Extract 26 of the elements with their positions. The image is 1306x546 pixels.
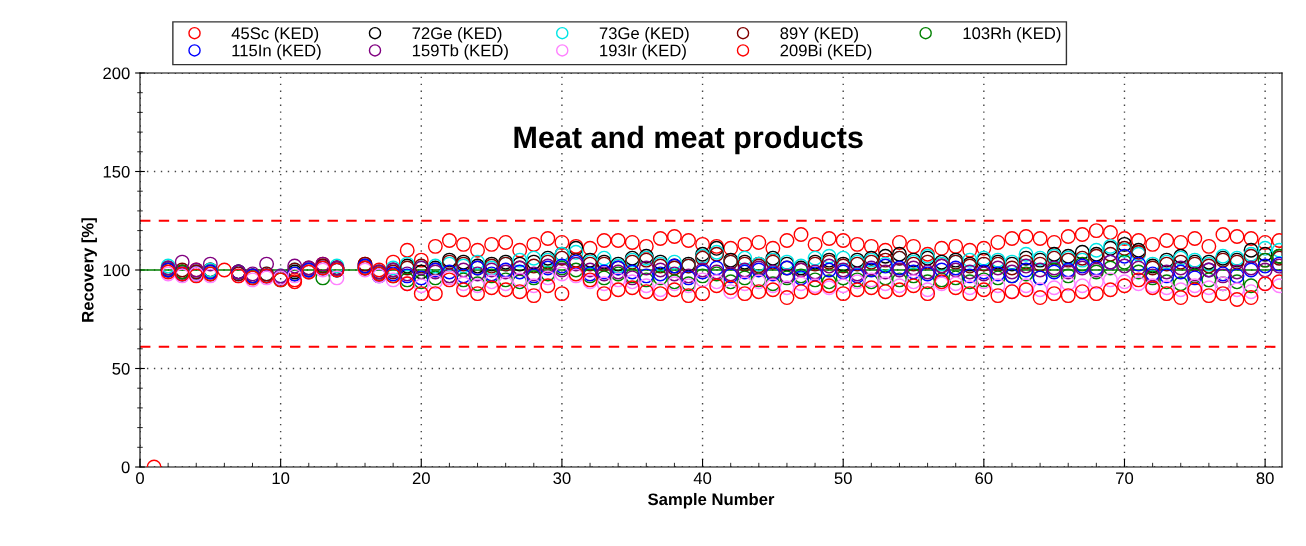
x-tick-label: 10 [272,472,290,485]
x-tick-label: 40 [693,472,712,485]
legend-label: 159Tb (KED) [412,44,508,60]
legend-label: 103Rh (KED) [963,26,1061,43]
legend-label: 45Sc (KED) [231,26,319,43]
legend-label: 89Y (KED) [780,26,859,43]
x-tick-label: 70 [1116,472,1134,485]
x-tick-label: 0 [136,472,144,485]
legend-label: 193Ir (KED) [600,44,686,60]
legend-label: 209Bi (KED) [780,44,872,60]
y-tick-label: 50 [112,362,130,375]
text: Meat and meat products [514,125,863,155]
y-axis-title: Recovery [%] [81,218,97,322]
legend-label: 72Ge (KED) [412,26,502,43]
legend-label: 73Ge (KED) [599,26,689,43]
x-tick-label: 20 [412,472,430,485]
y-tick-label: 100 [103,264,130,277]
x-tick-label: 30 [553,472,571,485]
y-tick-label: 200 [103,67,130,80]
legend-label: 115In (KED) [232,44,321,60]
y-tick-label: 0 [121,461,130,474]
x-tick-label: 80 [1256,472,1274,485]
x-tick-label: 50 [834,472,852,485]
x-axis-title: Sample Number [648,492,775,509]
x-tick-label: 60 [975,472,993,485]
y-tick-label: 150 [103,165,130,178]
